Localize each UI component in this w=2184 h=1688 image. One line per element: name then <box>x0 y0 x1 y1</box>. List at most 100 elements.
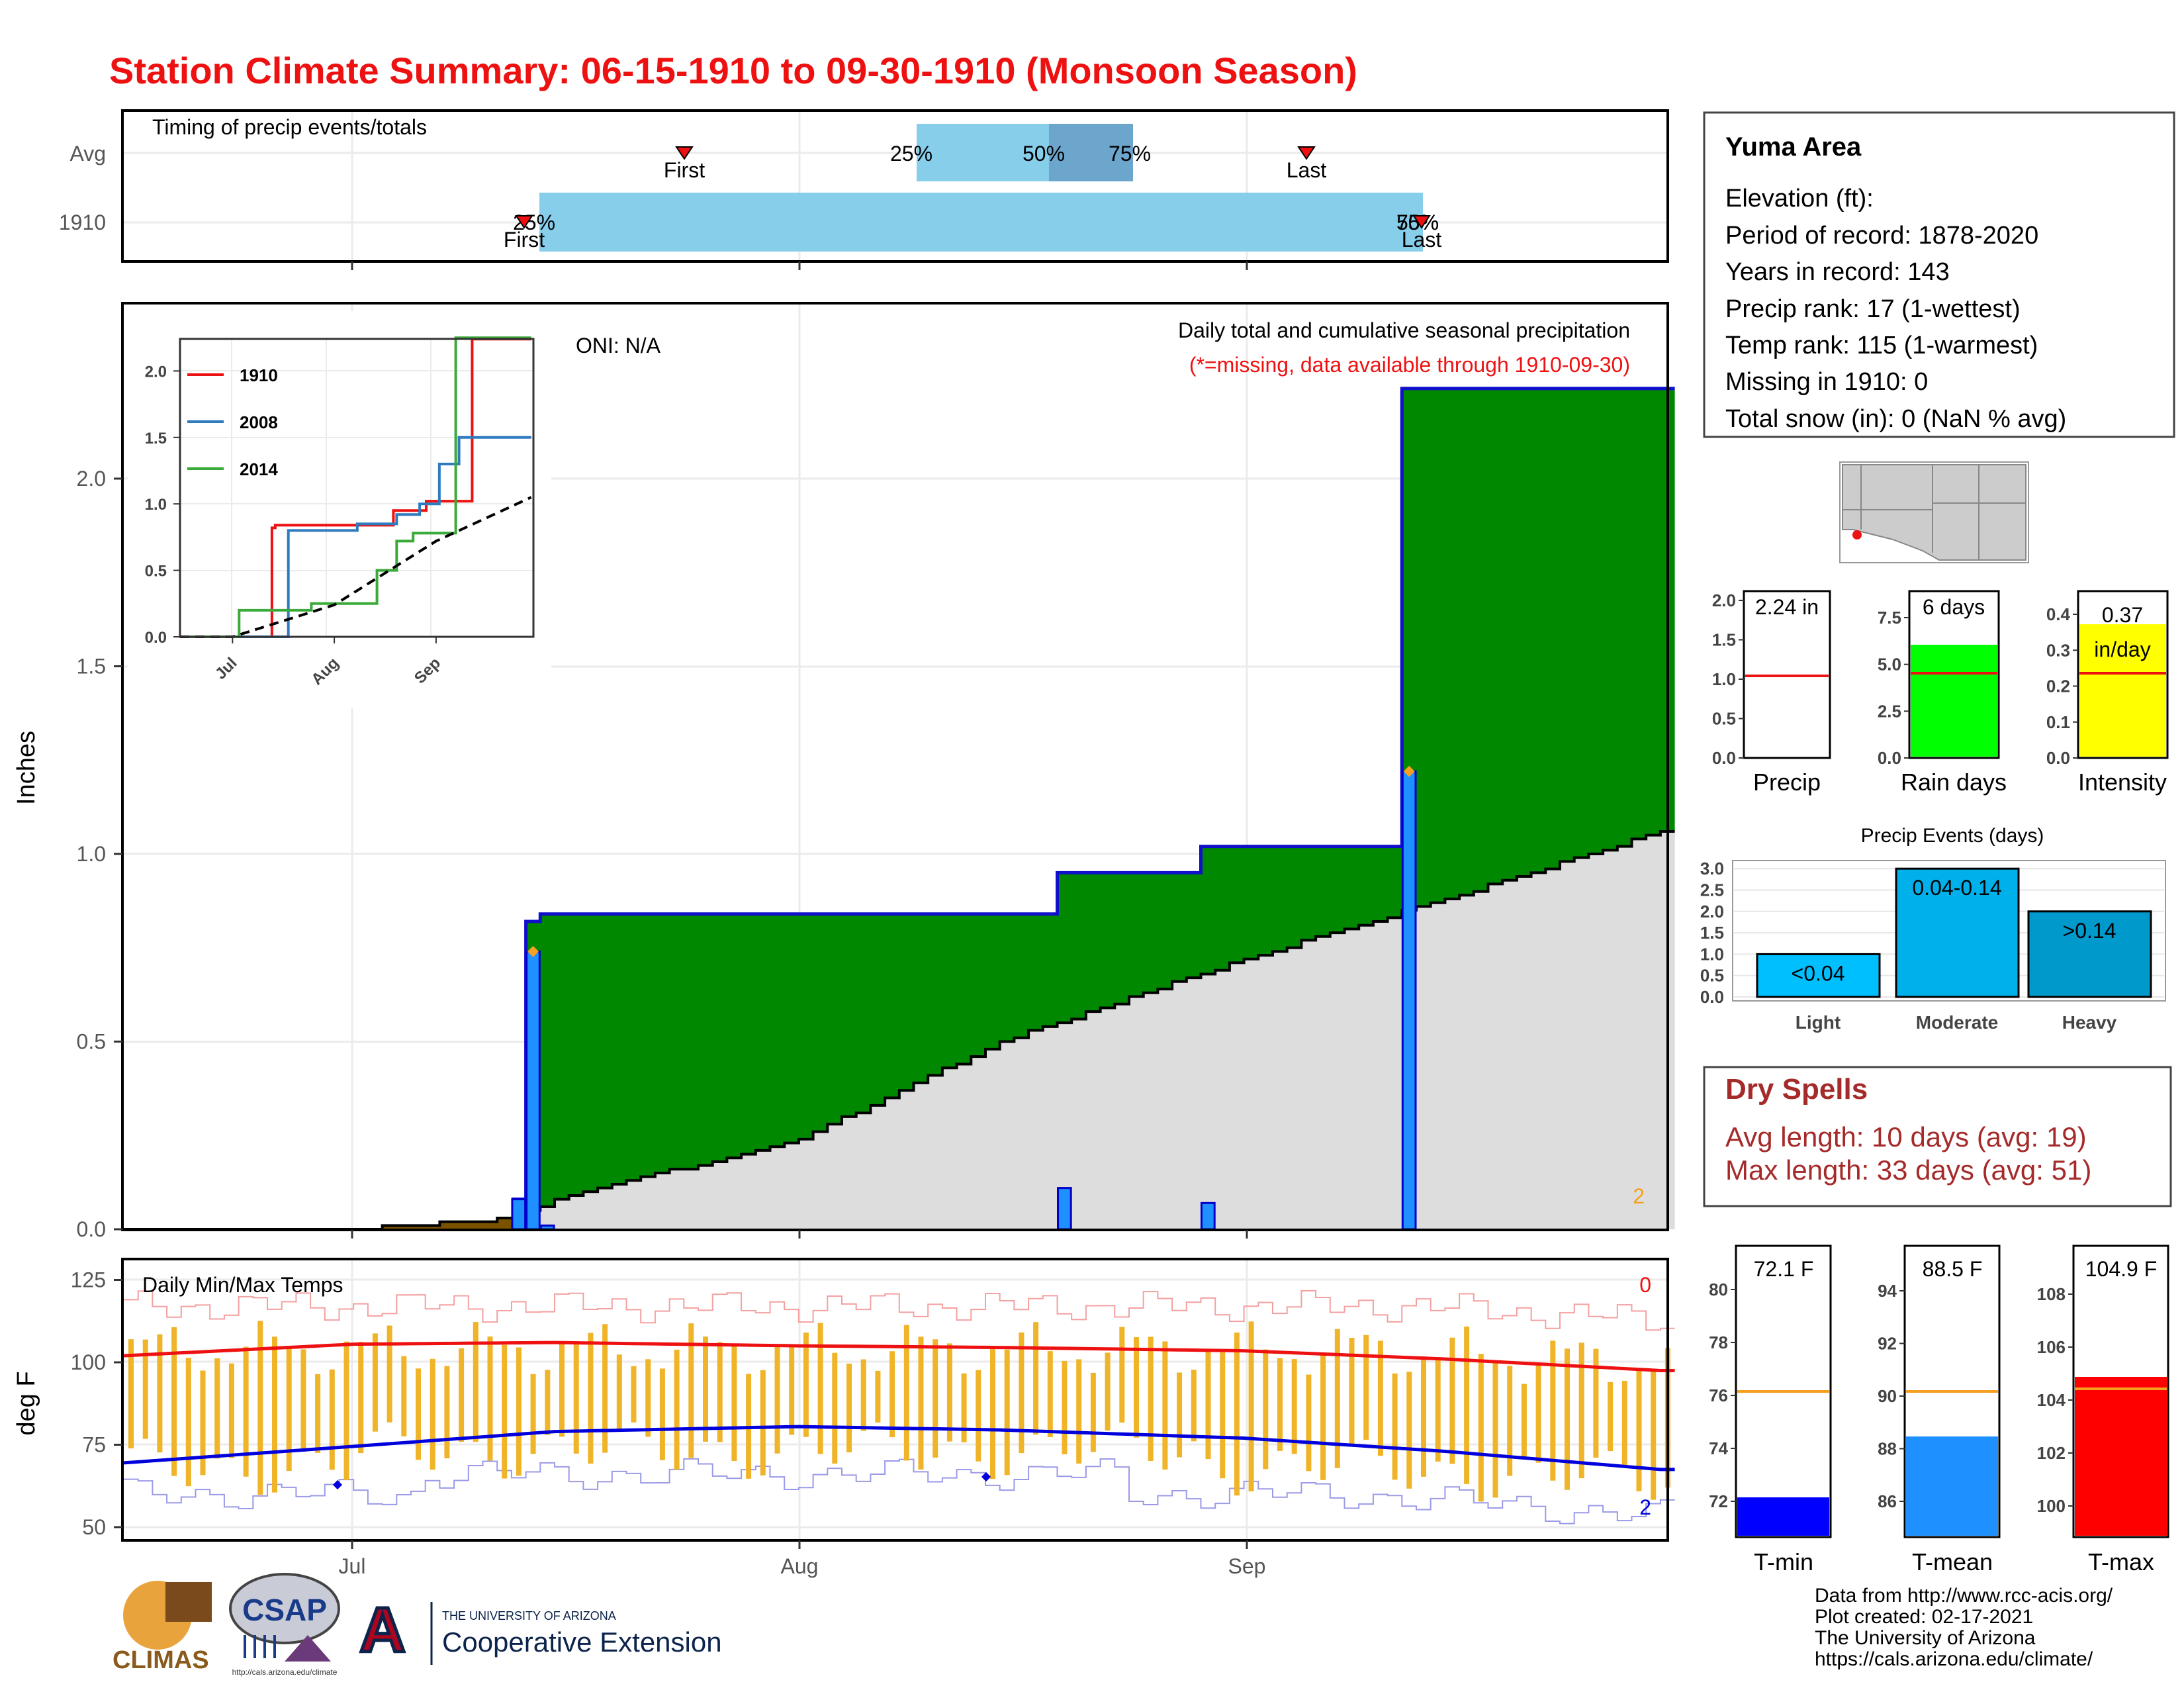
daily-temp-bar <box>1062 1360 1068 1454</box>
axis-tick-label: 0.1 <box>2046 712 2070 732</box>
ua-logo-line1: THE UNIVERSITY OF ARIZONA <box>442 1609 616 1622</box>
precip-events-chart: Precip Events (days) <0.04 0.04-0.14 >0.14… <box>1700 825 2166 1033</box>
daily-temp-bar <box>889 1351 895 1438</box>
avg-q75-label: 75% <box>1109 142 1151 165</box>
dry-spells-title: Dry Spells <box>1725 1073 1868 1105</box>
daily-temp-bar <box>976 1370 981 1462</box>
events-y-tick-label: 1.0 <box>1700 944 1724 964</box>
intensity-label: Intensity <box>2078 769 2167 796</box>
csap-logo-mountain <box>285 1635 331 1662</box>
daily-max-marker <box>1403 765 1415 777</box>
average-min-line <box>123 1425 1675 1472</box>
csap-logo-url: http://cals.arizona.edu/climate <box>232 1667 338 1677</box>
daily-temp-bar <box>817 1323 823 1454</box>
daily-temp-bar <box>946 1343 952 1442</box>
map-region <box>1842 464 2026 561</box>
daily-temp-bar <box>1578 1342 1584 1479</box>
daily-precip-bar <box>525 950 541 1231</box>
tmax-y-axis: 100 102 104 106 108 <box>2037 1284 2073 1516</box>
intensity-value: 0.37 <box>2102 603 2143 627</box>
inset-y-tick-label: 1.0 <box>145 496 167 514</box>
events-y-tick-label: 3.0 <box>1700 859 1724 878</box>
daily-temp-bar <box>1320 1354 1326 1480</box>
tmean-label: T-mean <box>1912 1548 1993 1575</box>
csap-logo-cloud <box>229 1573 340 1644</box>
daily-temp-bar <box>559 1344 565 1437</box>
dry-spells-frame <box>1703 1066 2172 1207</box>
temp-y-label: deg F <box>13 1371 40 1435</box>
avg-first-marker <box>675 146 694 160</box>
events-y-tick-label: 1.5 <box>1700 923 1724 943</box>
daily-temp-bar <box>487 1336 493 1461</box>
average-max-line <box>123 1340 1675 1372</box>
csap-logo-rain <box>244 1635 276 1658</box>
daily-temp-bar <box>272 1336 277 1493</box>
daily-temp-bar <box>257 1321 263 1495</box>
axis-tick-label: 7.5 <box>1878 608 1901 628</box>
daily-temp-bar <box>1248 1321 1254 1491</box>
daily-temp-bar <box>358 1342 364 1454</box>
missing-note: (*=missing, data available through 1910-… <box>1189 353 1630 377</box>
events-y-tick-label: 2.0 <box>1700 902 1724 921</box>
daily-temp-bar <box>1377 1340 1383 1456</box>
temp-y-tick-label: 125 <box>71 1268 106 1292</box>
axis-tick-label: 104 <box>2037 1390 2066 1410</box>
precip-events-y-axis: 0.00.51.01.5 2.0 2.5 3.0 <box>1700 859 1724 1007</box>
cumulative-1910-line <box>511 387 1675 1201</box>
daily-temp-bar <box>444 1366 450 1458</box>
daily-temp-bar <box>142 1339 148 1439</box>
avg-last-marker <box>1297 146 1316 160</box>
daily-temp-bar <box>1004 1349 1010 1476</box>
daily-temp-bar <box>918 1336 924 1470</box>
climas-logo-shape <box>165 1582 212 1622</box>
daily-temp-bar <box>1090 1372 1096 1452</box>
daily-temp-bar <box>760 1370 766 1476</box>
y-tick-label: 2.0 <box>77 467 106 491</box>
daily-temp-bar <box>616 1354 622 1432</box>
daily-temp-bar <box>459 1348 465 1442</box>
daily-temp-bar <box>1334 1329 1340 1468</box>
daily-precip-bar <box>1401 770 1417 1231</box>
inset-cumulative-chart: 0.00.51.01.52.0 Jul Aug Sep 1910 2008 2014 <box>128 311 551 708</box>
daily-temp-bar <box>171 1327 177 1476</box>
daily-temp-bar <box>1421 1356 1426 1477</box>
event-bar-label: >0.14 <box>2063 919 2116 943</box>
daily-temp-bar <box>1277 1358 1283 1451</box>
info-line: Precip rank: 17 (1-wettest) <box>1725 295 2021 323</box>
daily-temp-bar <box>875 1370 881 1423</box>
axis-tick-label: 102 <box>2037 1443 2066 1463</box>
axis-tick-label: 106 <box>2037 1337 2066 1357</box>
daily-temp-bar <box>1636 1368 1642 1491</box>
daily-temp-bar <box>1205 1350 1211 1460</box>
precip-panel: 0.0 0.5 1.0 1.5 2.0 Inches ONI: N/A Daily to… <box>13 302 1675 1241</box>
daily-temp-bar <box>1162 1341 1168 1470</box>
daily-temp-bar <box>1177 1372 1183 1458</box>
daily-temp-bar <box>1291 1359 1297 1454</box>
daily-temp-bar <box>1478 1354 1484 1502</box>
daily-precip-bar <box>1201 1201 1216 1231</box>
tmean-y-axis: 86 88 90 92 94 <box>1878 1281 1905 1511</box>
daily-temp-bar <box>1134 1337 1139 1438</box>
avg-quartile-high-bar <box>1049 124 1133 181</box>
row-label-1910: 1910 <box>59 211 106 234</box>
event-bar-label: <0.04 <box>1792 961 1845 985</box>
axis-tick-label: 92 <box>1878 1334 1897 1354</box>
axis-tick-label: 1.0 <box>1712 669 1736 689</box>
axis-tick-label: 0.0 <box>2046 748 2070 768</box>
tmin-label: T-min <box>1754 1548 1813 1575</box>
daily-temp-bar <box>1435 1358 1441 1462</box>
inset-y-tick-label: 0.0 <box>145 629 167 647</box>
daily-temp-bar <box>588 1333 594 1464</box>
temp-y-axis: 125 100 75 50 <box>71 1268 122 1539</box>
avg-q25-label: 25% <box>890 142 933 165</box>
daily-temp-bar <box>243 1346 249 1477</box>
daily-temp-bar <box>387 1325 392 1423</box>
events-y-tick-label: 2.5 <box>1700 880 1724 900</box>
dry-spells-box: Dry Spells Avg length: 10 days (avg: 19)… <box>1703 1066 2172 1207</box>
daily-temp-bar <box>1019 1332 1024 1454</box>
avg-q50-label: 50% <box>1023 142 1065 165</box>
daily-temp-bar <box>731 1345 737 1462</box>
dry-spells-max-length: Max length: 33 days (avg: 51) <box>1725 1154 2091 1186</box>
daily-temp-bar <box>717 1342 723 1442</box>
daily-temp-bar <box>703 1336 708 1442</box>
